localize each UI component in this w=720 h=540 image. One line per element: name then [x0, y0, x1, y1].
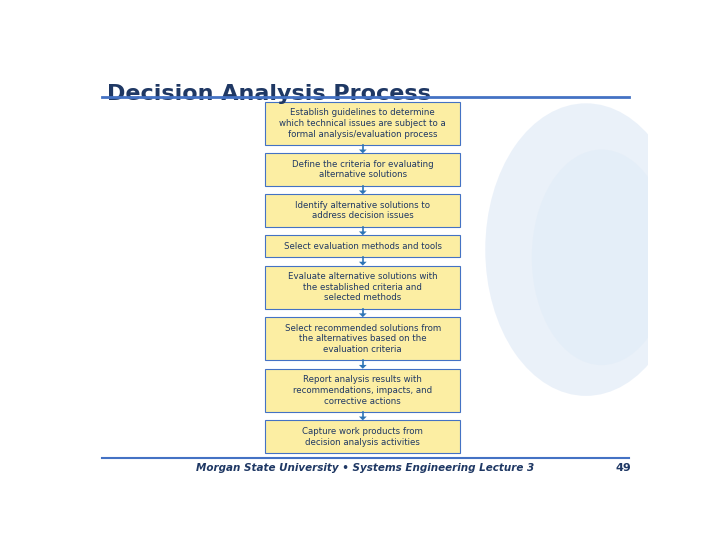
Ellipse shape [532, 150, 671, 365]
Polygon shape [359, 416, 366, 421]
Text: Evaluate alternative solutions with
the established criteria and
selected method: Evaluate alternative solutions with the … [288, 272, 438, 302]
FancyBboxPatch shape [265, 317, 461, 360]
Text: Capture work products from
decision analysis activities: Capture work products from decision anal… [302, 427, 423, 447]
Polygon shape [359, 232, 366, 235]
Polygon shape [359, 313, 366, 317]
Polygon shape [359, 150, 366, 153]
Ellipse shape [485, 103, 687, 396]
Text: Establish guidelines to determine
which technical issues are subject to a
formal: Establish guidelines to determine which … [279, 108, 446, 139]
FancyBboxPatch shape [265, 421, 461, 453]
Polygon shape [359, 262, 366, 266]
FancyBboxPatch shape [265, 194, 461, 227]
FancyBboxPatch shape [265, 153, 461, 186]
Text: Define the criteria for evaluating
alternative solutions: Define the criteria for evaluating alter… [292, 160, 433, 179]
Text: Select recommended solutions from
the alternatives based on the
evaluation crite: Select recommended solutions from the al… [284, 323, 441, 354]
FancyBboxPatch shape [265, 369, 461, 412]
Text: Select evaluation methods and tools: Select evaluation methods and tools [284, 242, 442, 251]
Polygon shape [359, 365, 366, 369]
Text: Identify alternative solutions to
address decision issues: Identify alternative solutions to addres… [295, 201, 431, 220]
FancyBboxPatch shape [265, 235, 461, 257]
Text: Report analysis results with
recommendations, impacts, and
corrective actions: Report analysis results with recommendat… [293, 375, 433, 406]
Text: Decision Analysis Process: Decision Analysis Process [107, 84, 431, 104]
Text: Morgan State University • Systems Engineering Lecture 3: Morgan State University • Systems Engine… [196, 462, 534, 472]
FancyBboxPatch shape [265, 266, 461, 309]
Polygon shape [359, 191, 366, 194]
Text: 49: 49 [615, 462, 631, 472]
FancyBboxPatch shape [265, 102, 461, 145]
